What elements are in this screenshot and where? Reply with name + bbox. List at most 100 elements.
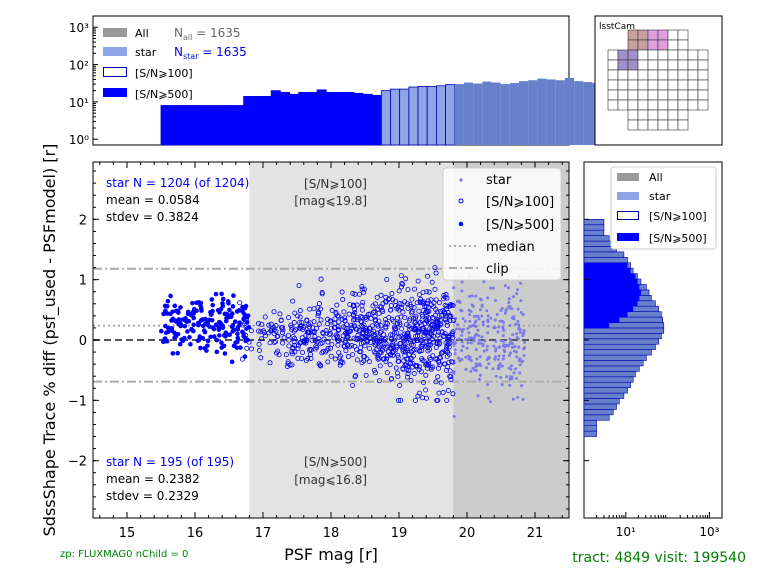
point-sn100 [440, 389, 446, 395]
point-sn100 [394, 370, 400, 376]
point-star [474, 362, 478, 366]
point-star [485, 366, 489, 370]
point-sn100 [428, 342, 434, 348]
ccd-cell [607, 59, 619, 71]
y-tick-label: 0 [79, 334, 87, 349]
ccd-cell [627, 79, 639, 91]
point-sn100 [244, 345, 250, 351]
n-star-text: Nstar = 1635 [174, 45, 247, 61]
point-star [491, 367, 495, 371]
ccd-cell [627, 69, 639, 81]
point-star [480, 304, 484, 308]
point-sn100 [403, 322, 409, 328]
ccd-cell [677, 119, 689, 131]
point-star [505, 343, 509, 347]
point-star [503, 350, 507, 354]
point-star [502, 354, 506, 358]
point-sn100 [384, 353, 390, 359]
right-hist-bar-sn500 [584, 279, 638, 285]
point-sn100 [391, 324, 397, 330]
ccd-cell [667, 99, 679, 111]
point-sn100 [314, 325, 320, 331]
point-star [467, 336, 471, 340]
point-star [474, 348, 478, 352]
right-hist-bar-star [583, 235, 610, 242]
point-sn100 [304, 317, 310, 323]
right-hist-x-tick-label: 10³ [699, 525, 719, 539]
point-star [467, 331, 471, 335]
point-sn500 [207, 324, 212, 329]
n-all-text: Nall = 1635 [174, 26, 241, 42]
point-star [471, 324, 475, 328]
point-sn100 [426, 315, 432, 321]
point-sn100 [412, 397, 418, 403]
point-sn100 [319, 350, 325, 356]
y-tick-label: −1 [68, 394, 87, 409]
ccd-cell [677, 59, 689, 71]
point-sn100 [325, 339, 331, 345]
main-legend-star: star [486, 173, 512, 188]
point-sn100 [395, 352, 401, 358]
point-sn100 [332, 324, 338, 330]
point-star [522, 353, 526, 357]
point-star [517, 345, 521, 349]
ccd-cell [647, 29, 659, 41]
point-sn100 [359, 283, 365, 289]
legend-swatch-sn500 [103, 88, 127, 97]
point-sn100 [450, 391, 456, 397]
point-star [497, 367, 501, 371]
point-sn100 [348, 328, 354, 334]
point-star [483, 339, 487, 343]
right-hist-bar-sn500 [584, 322, 610, 329]
point-star [467, 357, 471, 361]
point-sn500 [182, 335, 187, 341]
point-sn100 [370, 303, 376, 309]
point-star [511, 341, 515, 345]
point-star [516, 319, 520, 323]
point-star [493, 355, 497, 359]
point-sn100 [300, 349, 306, 355]
point-sn500 [230, 304, 236, 309]
point-sn500 [229, 311, 235, 316]
annotation-sn500: [S/N⩾500] [304, 455, 367, 469]
point-sn500 [238, 345, 243, 350]
point-sn500 [182, 323, 188, 329]
point-sn100 [316, 321, 322, 327]
point-sn100 [271, 309, 277, 315]
point-star [497, 345, 501, 349]
point-sn500 [214, 337, 220, 343]
legend-swatch-star [103, 47, 127, 56]
ccd-cell [677, 89, 689, 101]
point-sn100 [409, 325, 415, 331]
top-hist-bar-sn500 [298, 92, 309, 145]
ccd-cell [647, 49, 659, 61]
point-sn500 [176, 310, 181, 315]
top-hist-bar-star [564, 77, 575, 145]
point-sn500 [176, 317, 182, 322]
ccd-cell [687, 89, 699, 101]
point-star [521, 334, 525, 338]
point-sn100 [425, 348, 431, 354]
point-star [519, 299, 523, 303]
right-hist-bars [583, 219, 665, 437]
top-hist-bar-star [417, 86, 428, 146]
point-sn500 [216, 325, 222, 330]
legend-swatch-all [103, 28, 127, 37]
legend-swatch-sn100 [103, 67, 127, 77]
top-hist-bars [160, 77, 648, 146]
point-sn100 [266, 322, 272, 328]
point-star [511, 397, 515, 401]
main-legend: star [S/N⩾100] [S/N⩾500] median clip [442, 167, 562, 281]
point-sn500 [184, 319, 190, 324]
point-sn500 [214, 349, 220, 355]
point-sn500 [225, 299, 231, 304]
point-sn100 [378, 337, 384, 343]
point-sn100 [290, 298, 296, 304]
right-hist-bar-star [583, 338, 659, 345]
point-sn100 [364, 338, 370, 344]
point-sn500 [232, 319, 238, 324]
point-star [469, 310, 473, 314]
point-sn100 [366, 359, 372, 365]
point-star [480, 314, 484, 318]
top-histogram: 10⁰ 10¹ 10² 10³ All star [S/N⩾100] [S/N⩾500… [69, 15, 648, 147]
